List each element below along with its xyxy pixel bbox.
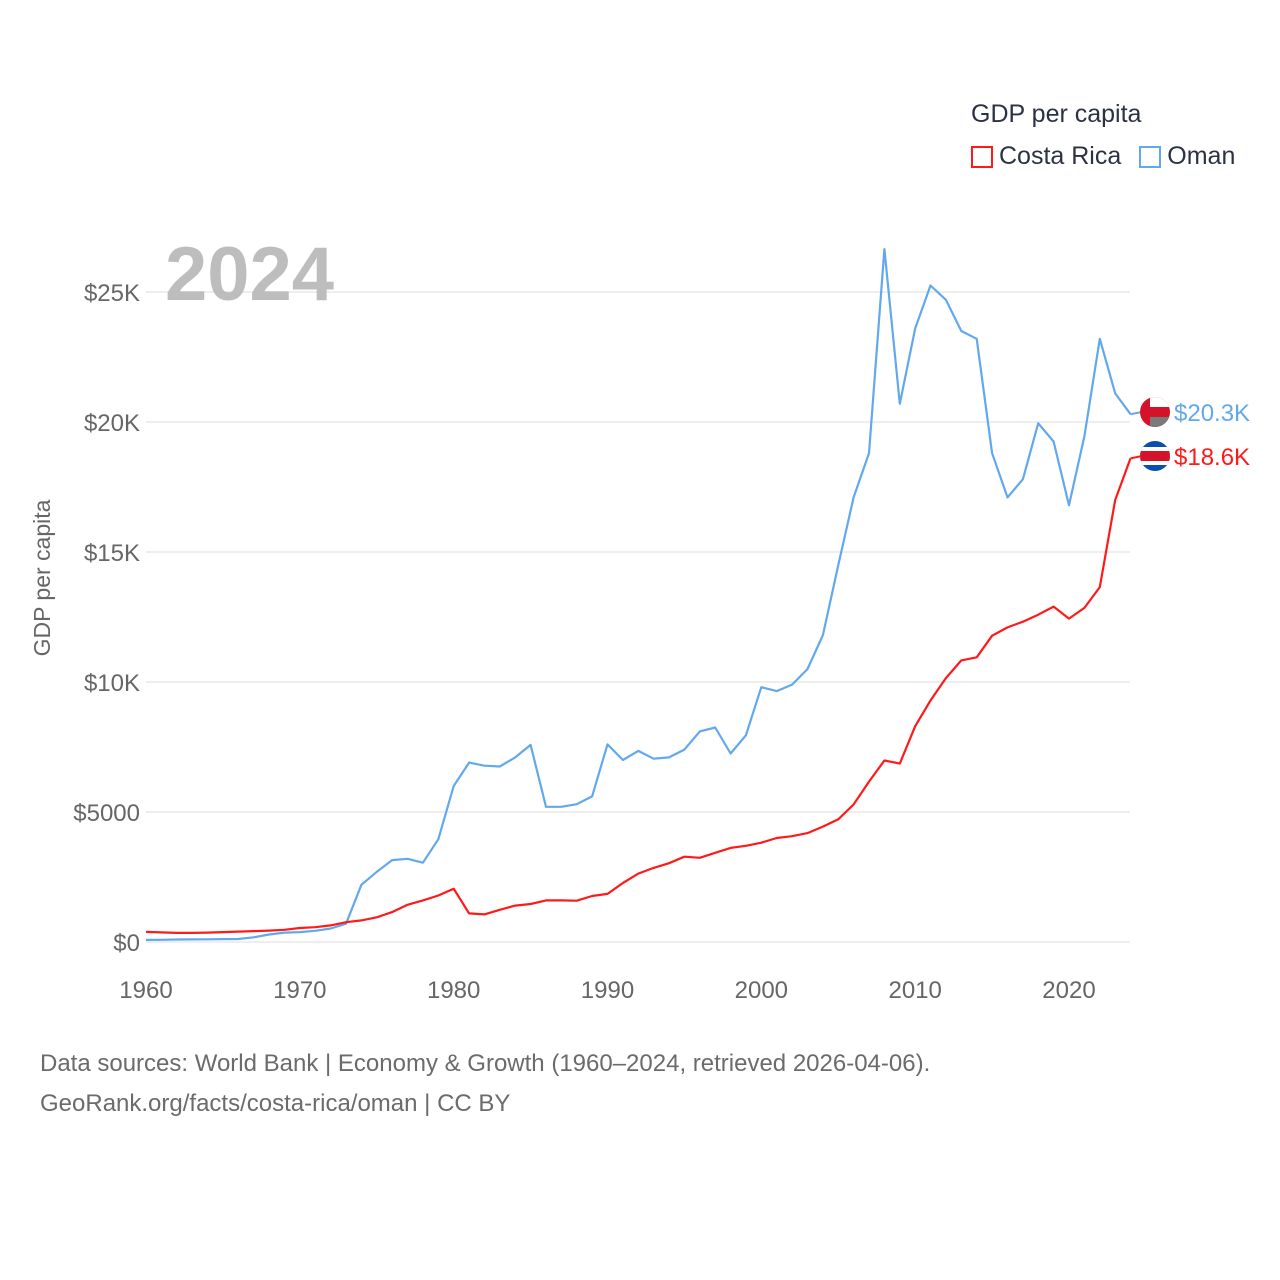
legend-item-oman[interactable]: Oman: [1139, 142, 1235, 171]
x-tick-label: 1980: [427, 977, 480, 1004]
x-tick-label: 2000: [735, 977, 788, 1004]
y-tick-label: $25K: [84, 280, 140, 307]
flag-green: [1150, 417, 1170, 427]
y-tick-label: $10K: [84, 670, 140, 697]
end-value-label-oman: $20.3K: [1174, 400, 1250, 427]
x-tick-label: 1970: [273, 977, 326, 1004]
end-value-label-costa-rica: $18.6K: [1174, 444, 1250, 471]
data-sources: Data sources: World Bank | Economy & Gro…: [40, 1050, 931, 1077]
x-tick-label: 1960: [119, 977, 172, 1004]
flag-body: [1140, 397, 1170, 427]
x-tick-label: 2020: [1042, 977, 1095, 1004]
flag-red: [1140, 451, 1170, 461]
year-title: 2024: [165, 232, 334, 317]
flag-body: [1140, 441, 1170, 471]
flag-icon-oman: [1140, 397, 1170, 427]
y-axis-label: GDP per capita: [29, 499, 55, 656]
series-line-oman: [145, 248, 1132, 942]
legend-swatch: [971, 145, 993, 168]
y-tick-label: $0: [113, 930, 140, 957]
y-tick-label: $5000: [73, 800, 140, 827]
footer: Data sources: World Bank | Economy & Gro…: [40, 1044, 930, 1124]
legend-title: GDP per capita: [971, 100, 1142, 128]
source-link[interactable]: GeoRank.org/facts/costa-rica/oman | CC B…: [40, 1090, 511, 1117]
legend-label: Oman: [1167, 142, 1236, 170]
series-line-costa-rica: [145, 458, 1132, 935]
y-tick-label: $20K: [84, 410, 140, 437]
x-tick-label: 1990: [581, 977, 634, 1004]
legend-item-costa-rica[interactable]: Costa Rica: [971, 142, 1121, 171]
y-tick-label: $15K: [84, 540, 140, 567]
legend: Costa Rica Oman: [971, 142, 1235, 171]
flag-icon-costa-rica: [1140, 441, 1170, 471]
x-tick-label: 2010: [888, 977, 941, 1004]
legend-swatch: [1139, 145, 1162, 168]
legend-label: Costa Rica: [999, 142, 1122, 170]
flag-white: [1150, 397, 1170, 407]
